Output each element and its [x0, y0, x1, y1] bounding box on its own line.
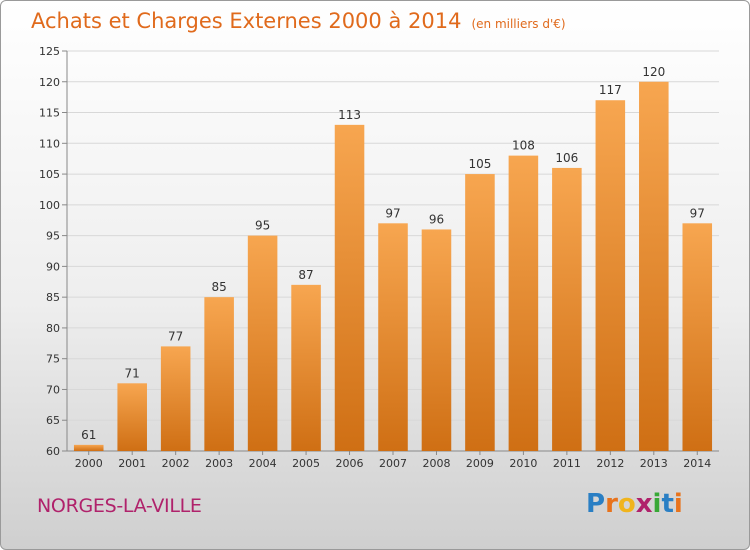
- y-tick-label: 115: [39, 107, 60, 120]
- bar-2001: [117, 383, 147, 451]
- y-tick-label: 60: [46, 445, 60, 458]
- y-tick-label: 105: [39, 168, 60, 181]
- data-label-2013: 120: [642, 65, 665, 79]
- x-tick-label-2013: 2013: [640, 457, 668, 470]
- y-tick-label: 75: [46, 353, 60, 366]
- bar-2005: [291, 284, 321, 451]
- y-tick-label: 120: [39, 76, 60, 89]
- data-label-2009: 105: [468, 157, 491, 171]
- logo-letter: t: [661, 489, 674, 519]
- x-tick-label-2004: 2004: [249, 457, 277, 470]
- x-tick-label-2005: 2005: [292, 457, 320, 470]
- bar-2006: [334, 124, 365, 451]
- y-tick-label: 65: [46, 414, 60, 427]
- data-label-2002: 77: [168, 329, 183, 343]
- y-tick-label: 85: [46, 291, 60, 304]
- data-labels: 61 71 77 85 95 87 113 97 96 105 108 106 117 120 97: [81, 65, 705, 442]
- x-tick-label-2010: 2010: [509, 457, 537, 470]
- x-tick-label-2001: 2001: [118, 457, 146, 470]
- bar-2000: [73, 444, 104, 451]
- x-tick-label-2003: 2003: [205, 457, 233, 470]
- logo-letter: i: [673, 489, 683, 519]
- proxiti-logo[interactable]: Proxiti: [586, 489, 683, 519]
- chart-subtitle: (en milliers d'€): [471, 17, 566, 31]
- bar-2004: [247, 235, 278, 451]
- bar-2012: [595, 100, 626, 451]
- bar-2011: [552, 167, 582, 451]
- data-label-2006: 113: [338, 108, 361, 122]
- chart-title: Achats et Charges Externes 2000 à 2014 (e…: [31, 9, 566, 33]
- data-label-2005: 87: [298, 268, 313, 282]
- y-tick-label: 90: [46, 260, 60, 273]
- data-label-2011: 106: [555, 151, 578, 165]
- x-tick-label-2000: 2000: [75, 457, 103, 470]
- y-tick-label: 110: [39, 137, 60, 150]
- x-tick-label-2006: 2006: [336, 457, 364, 470]
- data-label-2003: 85: [211, 280, 226, 294]
- logo-letter: i: [652, 489, 662, 519]
- data-label-2007: 97: [385, 206, 400, 220]
- x-tick-label-2007: 2007: [379, 457, 407, 470]
- logo-letter: x: [635, 489, 653, 519]
- data-label-2000: 61: [81, 428, 96, 442]
- data-label-2014: 97: [690, 206, 705, 220]
- bar-2002: [160, 346, 191, 451]
- logo-letter: P: [586, 489, 606, 519]
- x-tick-label-2011: 2011: [553, 457, 581, 470]
- y-tick-label: 100: [39, 199, 60, 212]
- data-label-2012: 117: [599, 83, 622, 97]
- y-tick-label: 80: [46, 322, 60, 335]
- logo-letter: o: [617, 489, 636, 519]
- x-tick-label-2014: 2014: [683, 457, 711, 470]
- data-label-2001: 71: [125, 366, 140, 380]
- x-tick-label-2008: 2008: [422, 457, 450, 470]
- bar-2008: [421, 229, 452, 451]
- logo-letter: r: [605, 489, 618, 519]
- chart-title-text: Achats et Charges Externes 2000 à 2014: [31, 9, 462, 33]
- data-label-2010: 108: [512, 139, 535, 153]
- bar-2013: [639, 81, 669, 452]
- y-tick-label: 95: [46, 230, 60, 243]
- bar-2007: [378, 223, 408, 451]
- bar-2014: [682, 223, 713, 451]
- y-tick-label: 70: [46, 383, 60, 396]
- x-tick-label-2009: 2009: [466, 457, 494, 470]
- x-tick-label-2002: 2002: [162, 457, 190, 470]
- axes: 60 65 70 75 80 85 90 95 100 105 110 115 120 125 2000 20…: [39, 45, 719, 470]
- bar-2003: [204, 297, 234, 451]
- data-label-2008: 96: [429, 212, 444, 226]
- bars: [73, 81, 713, 452]
- bar-2010: [508, 155, 539, 451]
- x-tick-label-2012: 2012: [596, 457, 624, 470]
- data-label-2004: 95: [255, 219, 270, 233]
- bar-2009: [465, 174, 495, 452]
- y-tick-label: 125: [39, 45, 60, 58]
- commune-name: NORGES-LA-VILLE: [37, 495, 202, 517]
